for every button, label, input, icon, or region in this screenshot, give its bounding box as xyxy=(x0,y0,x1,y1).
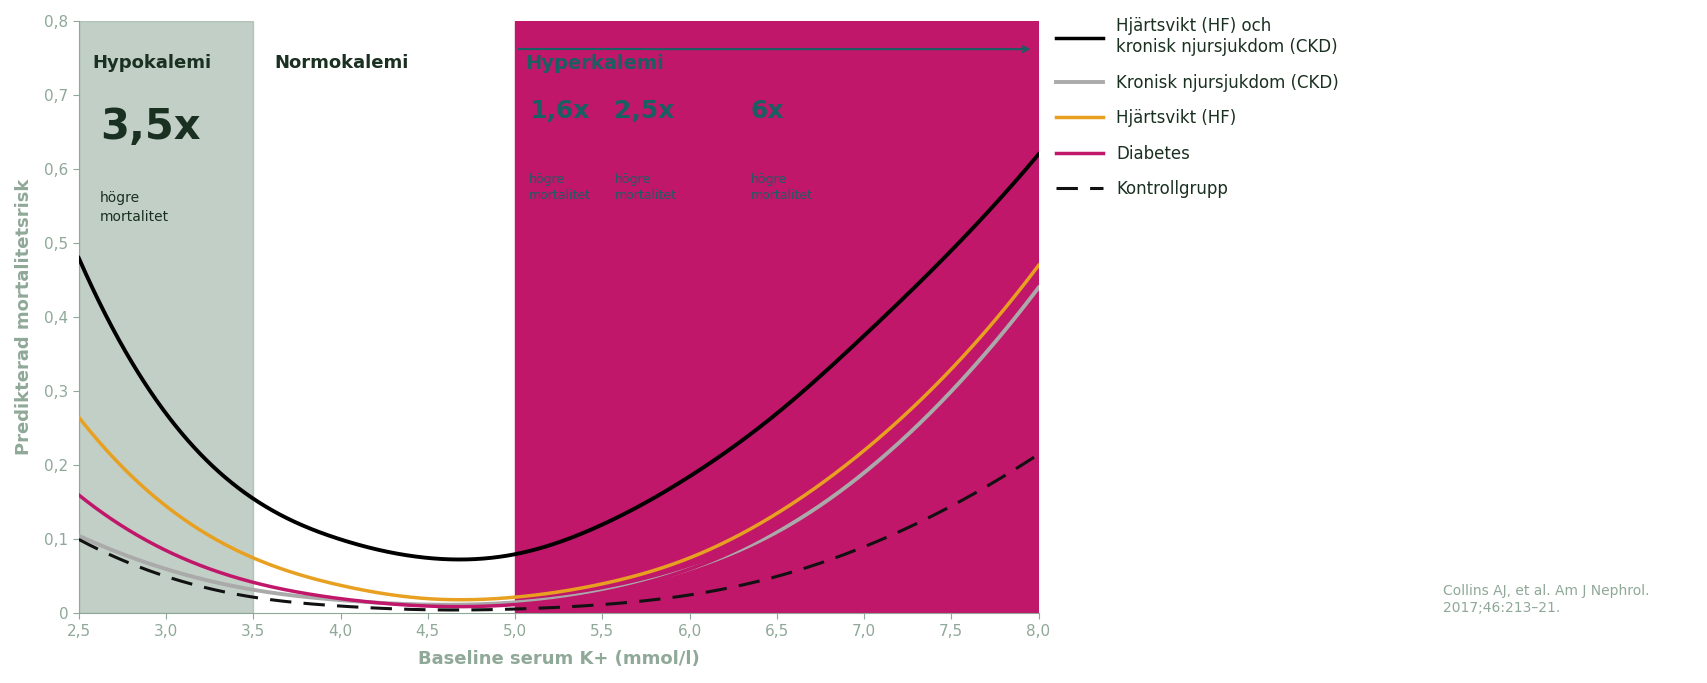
Text: Normokalemi: Normokalemi xyxy=(275,55,408,72)
Text: Collins AJ, et al. Am J Nephrol.
2017;46:213–21.: Collins AJ, et al. Am J Nephrol. 2017;46… xyxy=(1442,585,1649,615)
Text: 2,5x: 2,5x xyxy=(615,99,674,123)
Text: Hyperkalemi: Hyperkalemi xyxy=(526,53,664,72)
Text: 6x: 6x xyxy=(749,99,784,123)
Text: 3,5x: 3,5x xyxy=(99,106,200,148)
Text: 1,6x: 1,6x xyxy=(529,99,589,123)
X-axis label: Baseline serum K+ (mmol/l): Baseline serum K+ (mmol/l) xyxy=(418,650,700,668)
Bar xyxy=(79,21,253,613)
Text: högre
mortalitet: högre mortalitet xyxy=(615,173,676,201)
Text: högre
mortalitet: högre mortalitet xyxy=(99,191,169,224)
Bar xyxy=(516,21,1038,613)
Text: högre
mortalitet: högre mortalitet xyxy=(529,173,591,201)
Text: Hypokalemi: Hypokalemi xyxy=(92,55,212,72)
Text: högre
mortalitet: högre mortalitet xyxy=(749,173,813,201)
Y-axis label: Predikterad mortalitetsrisk: Predikterad mortalitetsrisk xyxy=(15,179,32,456)
Legend: Hjärtsvikt (HF) och
kronisk njursjukdom (CKD), Kronisk njursjukdom (CKD), Hjärts: Hjärtsvikt (HF) och kronisk njursjukdom … xyxy=(1057,18,1338,198)
